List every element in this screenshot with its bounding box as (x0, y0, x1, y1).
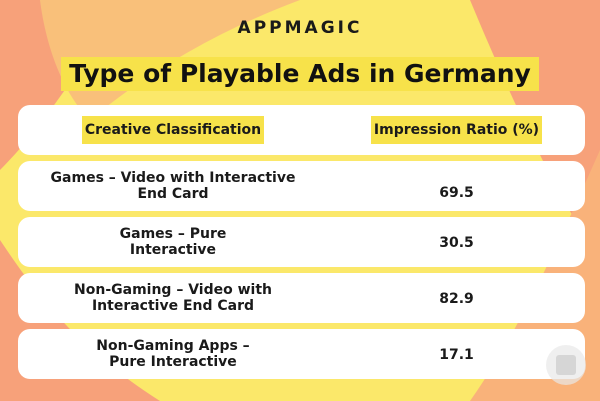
row-value: 17.1 (439, 347, 474, 363)
row-label: Games – Video with Interactive End Card (50, 170, 296, 202)
table-row: Games – Pure Interactive 30.5 (18, 217, 585, 267)
row-value: 82.9 (439, 291, 474, 307)
row-value: 30.5 (439, 235, 474, 251)
table-header-row: Creative Classification Impression Ratio… (18, 105, 585, 155)
header-label-ratio: Impression Ratio (%) (370, 116, 543, 144)
header-cell-classification: Creative Classification (18, 116, 328, 144)
table-row: Non-Gaming – Video with Interactive End … (18, 273, 585, 323)
watermark-logo (546, 345, 586, 385)
header-cell-ratio: Impression Ratio (%) (328, 116, 585, 144)
row-label: Non-Gaming Apps – Pure Interactive (96, 338, 250, 370)
title-container: Type of Playable Ads in Germany (0, 57, 600, 91)
table-row: Games – Video with Interactive End Card … (18, 161, 585, 211)
header-label-classification: Creative Classification (81, 116, 265, 144)
table-row: Non-Gaming Apps – Pure Interactive 17.1 (18, 329, 585, 379)
row-label: Games – Pure Interactive (119, 226, 227, 258)
row-value: 69.5 (439, 185, 474, 201)
brand-logo: APPMAGIC (237, 18, 363, 38)
page-title: Type of Playable Ads in Germany (61, 57, 539, 91)
row-label: Non-Gaming – Video with Interactive End … (74, 282, 272, 314)
